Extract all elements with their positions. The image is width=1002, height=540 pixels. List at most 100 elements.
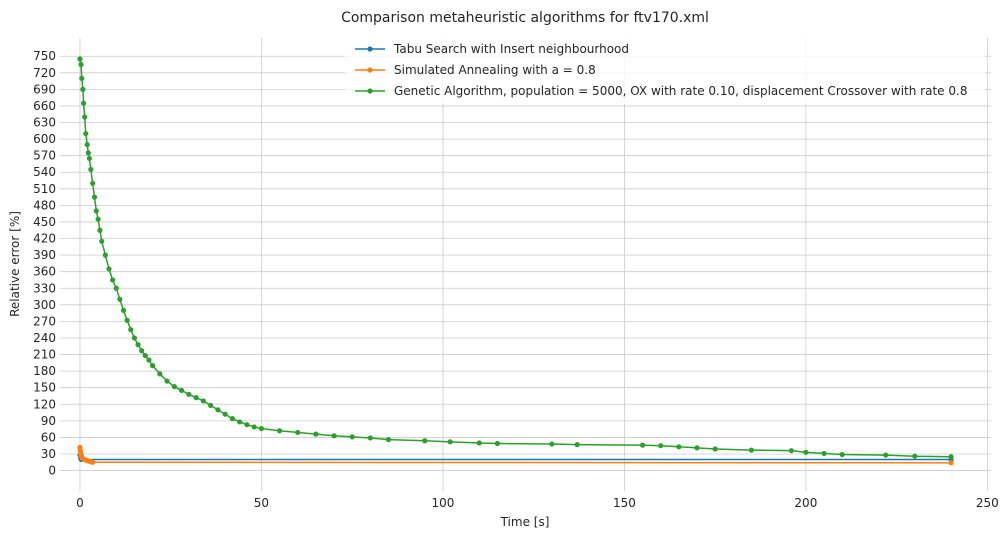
data-point <box>135 342 141 348</box>
data-point <box>276 428 283 434</box>
data-point <box>694 445 700 451</box>
data-point <box>90 459 96 465</box>
y-axis-label: Relative error [%] <box>8 211 22 317</box>
plot-area <box>60 38 991 491</box>
data-point <box>88 166 94 173</box>
data-point <box>80 86 86 92</box>
data-point <box>99 238 105 244</box>
legend-marker <box>367 46 373 52</box>
legend: Tabu Search with Insert neighbourhood Sim… <box>345 36 985 104</box>
data-point <box>712 446 718 452</box>
series-layer <box>77 56 954 466</box>
series-2 <box>77 56 954 460</box>
data-point <box>948 460 954 466</box>
y-tick-label: 570 <box>33 149 56 163</box>
legend-frame <box>345 36 985 104</box>
y-tick-label: 240 <box>33 331 56 345</box>
y-tick-label: 150 <box>33 381 56 395</box>
data-point <box>549 441 555 447</box>
legend-marker <box>367 88 373 94</box>
x-tick-label: 150 <box>613 496 636 510</box>
data-point <box>258 425 265 432</box>
data-point <box>142 353 148 359</box>
data-point <box>821 450 827 457</box>
data-point <box>222 411 228 417</box>
data-point <box>676 444 682 450</box>
data-point <box>447 439 453 445</box>
data-point <box>113 285 119 291</box>
data-point <box>85 150 91 156</box>
y-tick-label: 0 <box>48 464 56 478</box>
legend-entry-label: Tabu Search with Insert neighbourhood <box>393 42 629 56</box>
data-point <box>128 327 134 333</box>
data-point <box>574 442 580 448</box>
data-point <box>131 335 138 341</box>
data-point <box>79 75 85 81</box>
data-point <box>86 155 92 162</box>
data-point <box>178 387 185 394</box>
data-point <box>803 449 809 455</box>
legend-entry-label: Genetic Algorithm, population = 5000, OX… <box>394 84 967 98</box>
data-point <box>948 454 954 460</box>
data-point <box>748 447 755 453</box>
data-point <box>97 227 103 233</box>
data-point <box>83 130 89 137</box>
data-point <box>215 407 221 413</box>
y-tick-label: 390 <box>33 248 56 262</box>
data-point <box>200 398 206 404</box>
data-point <box>494 440 500 447</box>
legend-marker <box>367 67 373 73</box>
x-tick-label: 50 <box>254 496 269 510</box>
y-tick-label: 630 <box>33 116 56 130</box>
x-tick-label: 250 <box>976 496 999 510</box>
data-point <box>208 402 214 408</box>
data-point <box>106 266 112 272</box>
y-tick-label: 210 <box>33 348 56 362</box>
data-point <box>80 100 87 106</box>
data-point <box>313 431 319 437</box>
data-point <box>883 452 889 458</box>
data-point <box>124 317 130 323</box>
data-point <box>367 435 373 441</box>
data-point <box>78 61 84 68</box>
data-point <box>331 433 337 439</box>
data-point <box>95 216 101 222</box>
data-point <box>839 451 845 458</box>
y-tick-label: 750 <box>33 49 56 63</box>
y-tick-label: 450 <box>33 215 56 229</box>
y-tick-label: 480 <box>33 198 56 212</box>
y-tick-label: 300 <box>33 298 56 312</box>
data-point <box>93 208 99 214</box>
data-point <box>91 194 98 200</box>
x-tick-label: 200 <box>794 496 817 510</box>
y-tick-label: 120 <box>33 397 56 411</box>
data-point <box>164 378 170 384</box>
y-tick-label: 360 <box>33 265 56 279</box>
data-point <box>295 429 301 436</box>
series-1 <box>77 444 954 466</box>
data-point <box>385 437 392 443</box>
data-point <box>244 422 250 428</box>
data-point <box>110 277 116 283</box>
data-point <box>117 296 123 302</box>
y-tick-label: 720 <box>33 66 56 80</box>
data-point <box>149 363 156 369</box>
data-point <box>82 114 88 120</box>
x-axis-label: Time [s] <box>500 515 550 529</box>
data-point <box>639 442 646 448</box>
y-tick-label: 180 <box>33 364 56 378</box>
y-tick-label: 30 <box>41 447 56 461</box>
y-tick-label: 540 <box>33 165 56 179</box>
data-point <box>251 424 257 430</box>
data-point <box>658 443 664 449</box>
data-point <box>237 419 243 425</box>
data-point <box>139 348 145 354</box>
y-tick-label: 660 <box>33 99 56 113</box>
y-tick-label: 90 <box>41 414 56 428</box>
chart-title: Comparison metaheuristic algorithms for … <box>341 10 709 26</box>
y-tick-label: 510 <box>33 182 56 196</box>
y-tick-label: 690 <box>33 82 56 96</box>
data-point <box>788 448 794 454</box>
y-tick-label: 600 <box>33 132 56 146</box>
